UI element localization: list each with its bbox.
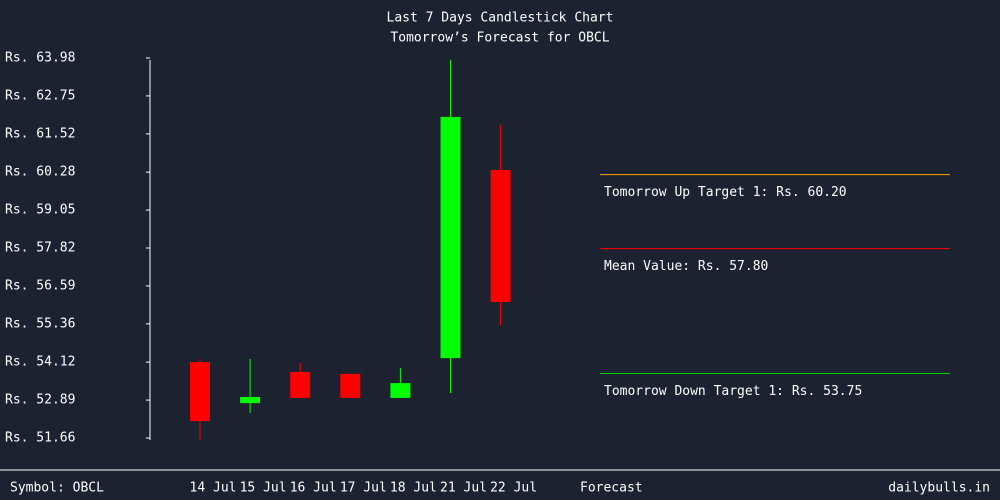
y-tick-label: Rs. 52.89 [5, 393, 75, 408]
x-tick-label: 14 Jul [190, 481, 237, 496]
forecast-label: Forecast [580, 481, 643, 496]
candle-body [440, 116, 461, 359]
y-tick-label: Rs. 61.52 [5, 126, 75, 141]
y-tick-label: Rs. 62.75 [5, 88, 75, 103]
y-tick-label: Rs. 55.36 [5, 316, 75, 331]
candle-body [490, 169, 511, 302]
candle-body [290, 371, 311, 398]
y-tick-label: Rs. 63.98 [5, 51, 75, 66]
y-tick-label: Rs. 60.28 [5, 165, 75, 180]
y-tick-label: Rs. 57.82 [5, 241, 75, 256]
candle-body [240, 396, 261, 404]
y-tick-label: Rs. 51.66 [5, 431, 75, 446]
candle-body [340, 373, 361, 398]
x-tick-label: 21 Jul [440, 481, 487, 496]
x-tick-label: 22 Jul [490, 481, 537, 496]
chart-title: Last 7 Days Candlestick Chart [387, 11, 614, 26]
chart-subtitle: Tomorrow’s Forecast for OBCL [390, 31, 609, 46]
x-tick-label: 16 Jul [290, 481, 337, 496]
candle-body [390, 383, 411, 398]
candle-body [190, 362, 210, 422]
x-tick-label: 17 Jul [340, 481, 387, 496]
forecast-text: Mean Value: Rs. 57.80 [604, 259, 768, 274]
y-tick-label: Rs. 54.12 [5, 355, 75, 370]
y-tick-label: Rs. 56.59 [5, 278, 75, 293]
x-tick-label: 18 Jul [390, 481, 437, 496]
forecast-text: Tomorrow Up Target 1: Rs. 60.20 [604, 185, 847, 200]
x-tick-label: 15 Jul [240, 481, 287, 496]
symbol: Symbol: OBCL [10, 481, 104, 496]
y-tick-label: Rs. 59.05 [5, 203, 75, 218]
source: dailybulls.in [888, 481, 990, 496]
forecast-text: Tomorrow Down Target 1: Rs. 53.75 [604, 384, 862, 399]
